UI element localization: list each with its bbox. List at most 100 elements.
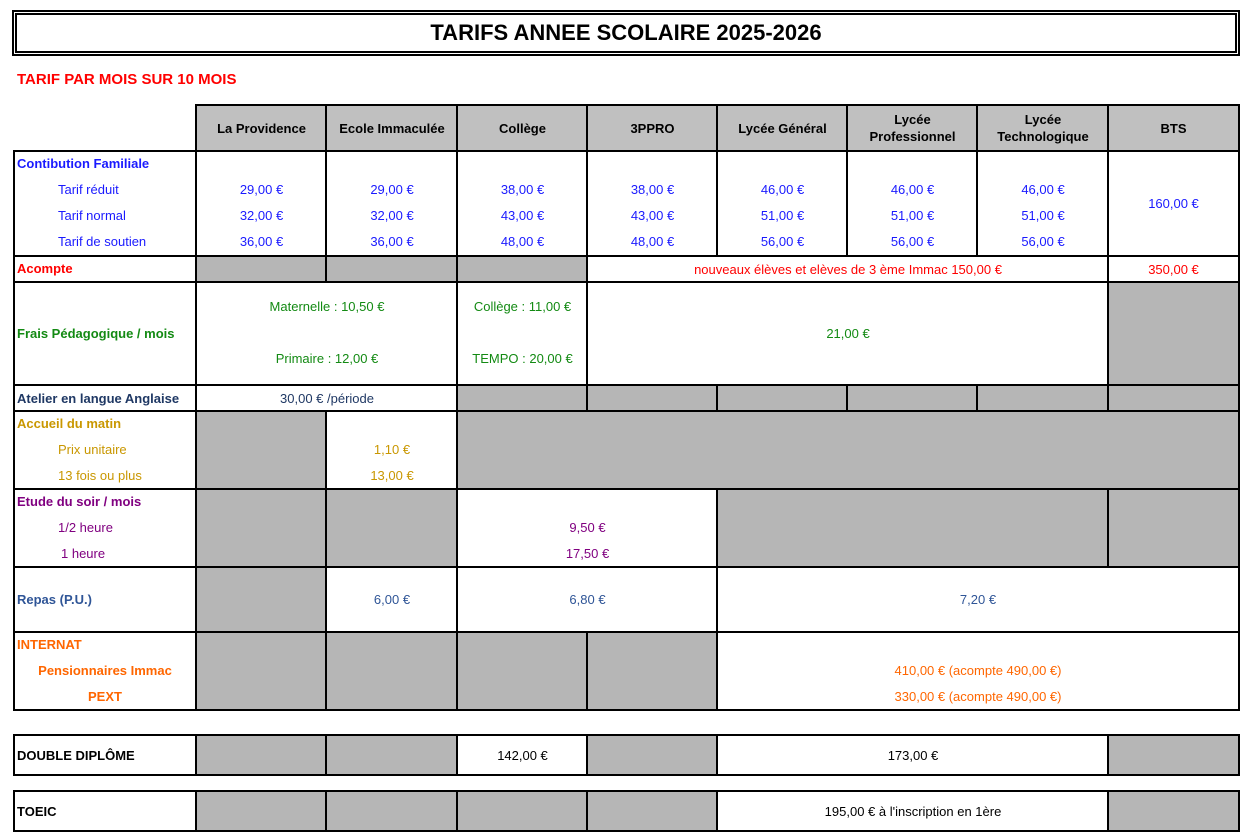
shaded-cell (716, 384, 849, 412)
col-header-lycee-general: Lycée Général (716, 104, 849, 152)
col-header-ecole-immaculee: Ecole Immaculée (325, 104, 459, 152)
page-title: TARIFS ANNEE SCOLAIRE 2025-2026 (12, 10, 1240, 56)
col-header-la-providence: La Providence (195, 104, 328, 152)
row-label-atelier: Atelier en langue Anglaise (13, 384, 197, 412)
row-label-etude: Etude du soir / mois 1/2 heure 1 heure (13, 488, 197, 568)
value: 51,00 € (1021, 208, 1065, 223)
value: 56,00 € (890, 234, 935, 249)
shaded-cell (456, 790, 589, 832)
frais-maternelle: Maternelle : 10,50 € (269, 299, 385, 314)
shaded-cell (1107, 734, 1240, 776)
contribution-bts: 160,00 € (1107, 150, 1240, 257)
value: 36,00 € (370, 234, 414, 249)
acompte-bts: 350,00 € (1107, 255, 1240, 283)
tarif-reduit-label: Tarif réduit (58, 182, 119, 197)
value: 56,00 € (760, 234, 805, 249)
contribution-lycee-professionnel: 46,00 € 51,00 € 56,00 € (846, 150, 979, 257)
value: 36,00 € (239, 234, 284, 249)
value: 46,00 € (760, 182, 805, 197)
value: 46,00 € (890, 182, 935, 197)
one-hour-label: 1 heure (61, 546, 106, 561)
internat-lycee: 410,00 € (acompte 490,00 €) 330,00 € (ac… (716, 631, 1240, 711)
contribution-college: 38,00 € 43,00 € 48,00 € (456, 150, 589, 257)
shaded-cell (195, 790, 328, 832)
subtitle: TARIF PAR MOIS SUR 10 MOIS (17, 71, 237, 88)
row-label-contribution: Contibution Familiale Tarif réduit Tarif… (13, 150, 197, 257)
frais-primaire-cell: Maternelle : 10,50 € Primaire : 12,00 € (195, 281, 459, 386)
shaded-cell (1107, 488, 1240, 568)
shaded-cell (716, 488, 1110, 568)
value: 56,00 € (1021, 234, 1065, 249)
shaded-cell (1107, 281, 1240, 386)
shaded-cell (976, 384, 1110, 412)
value: 32,00 € (370, 208, 414, 223)
shaded-cell (456, 410, 1240, 490)
shaded-cell (195, 631, 328, 711)
shaded-cell (456, 631, 589, 711)
contribution-3ppro: 38,00 € 43,00 € 48,00 € (586, 150, 719, 257)
shaded-cell (1107, 790, 1240, 832)
row-label-internat: INTERNAT Pensionnaires Immac PEXT (13, 631, 197, 711)
row-label-frais: Frais Pédagogique / mois (13, 281, 197, 386)
frais-lycee: 21,00 € (586, 281, 1110, 386)
pext-label: PEXT (88, 689, 122, 704)
row-label-acompte: Acompte (13, 255, 197, 283)
contribution-ecole-immaculee: 29,00 € 32,00 € 36,00 € (325, 150, 459, 257)
value: 410,00 € (acompte 490,00 €) (894, 663, 1062, 678)
frais-college-cell: Collège : 11,00 € TEMPO : 20,00 € (456, 281, 589, 386)
frais-tempo: TEMPO : 20,00 € (472, 351, 573, 366)
etude-college: 9,50 € 17,50 € (456, 488, 719, 568)
shaded-cell (586, 384, 719, 412)
value: 9,50 € (569, 520, 606, 535)
value: 330,00 € (acompte 490,00 €) (894, 689, 1062, 704)
shaded-cell (325, 734, 459, 776)
contribution-lycee-technologique: 46,00 € 51,00 € 56,00 € (976, 150, 1110, 257)
value: 51,00 € (890, 208, 935, 223)
value: 48,00 € (500, 234, 545, 249)
shaded-cell (195, 734, 328, 776)
contribution-la-providence: 29,00 € 32,00 € 36,00 € (195, 150, 328, 257)
col-header-lycee-technologique: Lycée Technologique (976, 104, 1110, 152)
pensionnaires-label: Pensionnaires Immac (38, 663, 172, 678)
acompte-label: Acompte (17, 261, 73, 276)
shaded-cell (846, 384, 979, 412)
repas-ecole-immaculee: 6,00 € (325, 566, 459, 633)
atelier-value: 30,00 € /période (195, 384, 459, 412)
col-header-3ppro: 3PPRO (586, 104, 719, 152)
acompte-lycee-text: nouveaux élèves et elèves de 3 ème Immac… (586, 255, 1110, 283)
half-hour-label: 1/2 heure (58, 520, 113, 535)
value: 1,10 € (373, 442, 411, 457)
frais-primaire: Primaire : 12,00 € (275, 351, 379, 366)
contribution-lycee-general: 46,00 € 51,00 € 56,00 € (716, 150, 849, 257)
accueil-title: Accueil du matin (17, 416, 122, 431)
shaded-cell (195, 410, 328, 490)
col-header-lycee-professionnel: Lycée Professionnel (846, 104, 979, 152)
row-label-repas: Repas (P.U.) (13, 566, 197, 633)
shaded-cell (325, 790, 459, 832)
accueil-ecole-immaculee: 1,10 € 13,00 € (325, 410, 459, 490)
repas-college: 6,80 € (456, 566, 719, 633)
value: 43,00 € (630, 208, 675, 223)
value: 32,00 € (239, 208, 284, 223)
double-diplome-lycee: 173,00 € (716, 734, 1110, 776)
value: 38,00 € (500, 182, 545, 197)
value: 51,00 € (760, 208, 805, 223)
shaded-cell (456, 384, 589, 412)
tarif-normal-label: Tarif normal (58, 208, 126, 223)
value: 46,00 € (1021, 182, 1065, 197)
shaded-cell (586, 734, 719, 776)
shaded-cell (325, 631, 459, 711)
shaded-cell (325, 255, 459, 283)
value: 43,00 € (500, 208, 545, 223)
value: 38,00 € (630, 182, 675, 197)
thirteen-times-label: 13 fois ou plus (58, 468, 142, 483)
row-label-accueil: Accueil du matin Prix unitaire 13 fois o… (13, 410, 197, 490)
shaded-cell (586, 790, 719, 832)
contribution-title: Contibution Familiale (17, 156, 150, 171)
repas-lycee: 7,20 € (716, 566, 1240, 633)
etude-title: Etude du soir / mois (17, 494, 142, 509)
double-diplome-college: 142,00 € (456, 734, 589, 776)
row-label-toeic: TOEIC (13, 790, 197, 832)
value: 29,00 € (370, 182, 414, 197)
